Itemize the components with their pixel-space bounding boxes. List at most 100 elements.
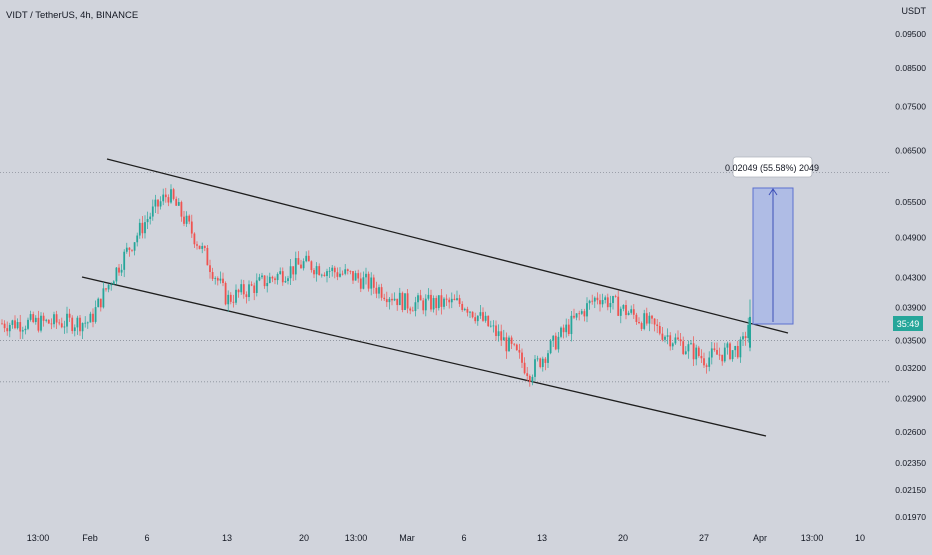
candle (315, 262, 318, 282)
candle (237, 288, 240, 298)
candle (427, 288, 430, 301)
time-tick-label: 6 (144, 533, 149, 543)
price-tick-label: 0.05500 (895, 197, 926, 207)
time-axis[interactable]: 13:00 Feb 6 13 20 13:00 Mar 6 13 20 27 Apr 13:00 10 (27, 533, 865, 543)
candle (110, 282, 113, 291)
candle (27, 317, 29, 331)
candle (651, 314, 653, 325)
candle (271, 275, 274, 283)
candle (417, 292, 419, 310)
candle (479, 304, 482, 319)
candle (437, 295, 440, 311)
time-tick-label: 13:00 (345, 533, 368, 543)
candle (731, 350, 734, 362)
candle (190, 214, 193, 238)
candle (323, 272, 326, 277)
candle (339, 267, 341, 278)
candle (47, 319, 50, 324)
candle (34, 315, 37, 325)
candle (697, 345, 700, 358)
candle (684, 346, 687, 355)
candle (128, 247, 131, 257)
candle (336, 267, 339, 281)
candle (131, 249, 133, 253)
candle (216, 276, 219, 286)
candle (463, 307, 466, 312)
candle (562, 324, 565, 339)
candle (677, 330, 679, 341)
candle (471, 311, 474, 319)
candle (513, 343, 516, 347)
candle (50, 318, 53, 330)
candle (300, 259, 302, 269)
price-axis[interactable]: USDT 0.09500 0.08500 0.07500 0.06500 0.05500… (893, 6, 927, 522)
price-tick-label: 0.02900 (895, 393, 926, 403)
lower-trendline[interactable] (81, 276, 767, 437)
candle (609, 295, 612, 313)
candle (736, 340, 739, 359)
candle (674, 333, 677, 345)
upper-trendline[interactable] (106, 158, 789, 334)
candle (180, 200, 183, 222)
candle (133, 242, 136, 256)
candle (510, 335, 513, 349)
candle (534, 354, 536, 381)
candle (14, 315, 16, 330)
candle (60, 317, 63, 329)
time-tick-label: 6 (461, 533, 466, 543)
candle (638, 317, 640, 325)
candle (453, 294, 456, 301)
candle (367, 271, 370, 292)
candle (8, 322, 11, 338)
candle (164, 187, 167, 203)
candle (596, 292, 599, 305)
candle (492, 320, 495, 333)
candle (700, 349, 703, 363)
candle (274, 276, 276, 285)
candle (120, 264, 123, 277)
candle (240, 279, 243, 295)
candle (734, 345, 737, 358)
candle (692, 336, 695, 367)
candle (284, 276, 287, 284)
candle (11, 319, 14, 329)
candle (601, 293, 604, 308)
measure-tool[interactable]: 0.02049 (55.58%) 2049 (725, 156, 819, 325)
candle (599, 294, 601, 312)
price-tick-label: 0.02150 (895, 485, 926, 495)
candle (1, 319, 3, 325)
candle (45, 318, 48, 323)
candle (713, 342, 716, 352)
candle (744, 331, 747, 346)
candle (588, 299, 591, 310)
candle (406, 288, 409, 314)
candle (627, 310, 630, 316)
time-tick-label: 27 (699, 533, 709, 543)
last-price-label: 35:49 (897, 319, 920, 329)
candle (632, 304, 635, 319)
candle (365, 267, 367, 285)
candle (653, 318, 656, 332)
candle (578, 310, 581, 321)
candle (497, 324, 500, 342)
candle (149, 212, 152, 225)
candle (430, 289, 432, 312)
measure-label: 0.02049 (55.58%) 2049 (725, 163, 819, 173)
candle (58, 319, 61, 326)
measure-label-box (732, 156, 813, 178)
candle (177, 198, 180, 207)
candle (445, 294, 448, 307)
candle (305, 251, 308, 263)
candle (222, 272, 224, 287)
candle (648, 312, 651, 332)
candle (570, 310, 573, 342)
candle (328, 266, 331, 279)
candle (703, 352, 705, 369)
candle (396, 298, 399, 311)
candle (341, 270, 344, 276)
candle (645, 307, 648, 326)
candle (448, 297, 451, 309)
time-tick-label: 20 (299, 533, 309, 543)
